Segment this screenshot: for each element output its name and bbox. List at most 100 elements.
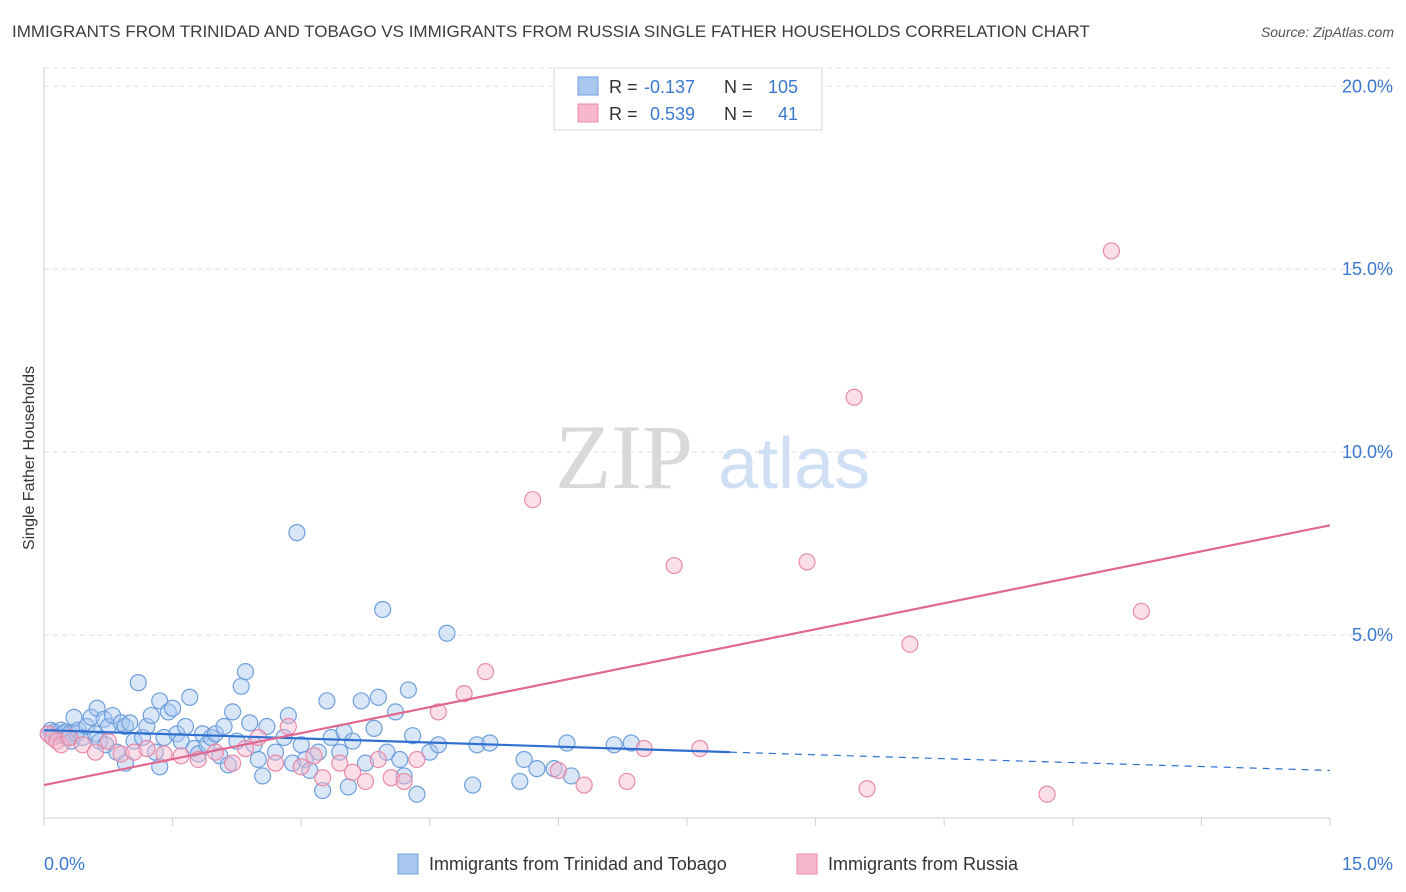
point-russia: [112, 745, 130, 763]
chart-title: IMMIGRANTS FROM TRINIDAD AND TOBAGO VS I…: [12, 22, 1090, 41]
point-trinidad: [408, 785, 426, 803]
point-russia: [901, 635, 919, 653]
point-trinidad: [481, 734, 499, 752]
point-trinidad: [339, 778, 357, 796]
point-russia: [305, 747, 323, 765]
point-trinidad: [322, 728, 340, 747]
legend-swatch-pink: [577, 103, 599, 123]
point-russia: [476, 663, 495, 681]
point-russia: [1038, 785, 1056, 803]
point-russia: [524, 491, 542, 509]
point-trinidad: [511, 772, 529, 791]
tick-labels: 5.0% 10.0% 15.0% 20.0% 0.0% 15.0%: [44, 76, 1393, 874]
point-russia: [331, 754, 349, 772]
point-trinidad: [236, 663, 255, 681]
point-trinidad: [404, 727, 422, 745]
point-russia: [691, 739, 709, 758]
correlation-legend-box: [553, 67, 823, 131]
point-russia: [1102, 242, 1120, 260]
point-trinidad: [622, 734, 640, 752]
legend-r-label-blue: R =: [609, 77, 638, 97]
point-russia: [858, 780, 876, 798]
point-trinidad: [562, 767, 580, 785]
point-russia: [73, 736, 92, 754]
point-trinidad: [232, 677, 250, 695]
point-russia: [549, 761, 568, 780]
point-trinidad: [99, 717, 117, 736]
point-russia: [155, 745, 173, 763]
point-russia: [408, 750, 426, 769]
point-trinidad: [421, 743, 439, 761]
x-tick-label: 15.0%: [1342, 854, 1393, 874]
point-russia: [52, 736, 70, 754]
point-russia: [279, 717, 297, 736]
point-russia: [429, 703, 447, 721]
watermark-zip: ZIP: [555, 406, 693, 508]
legend-swatch-blue: [577, 76, 599, 96]
point-trinidad: [438, 624, 456, 642]
series-legend: Immigrants from Trinidad and Tobago Immi…: [397, 853, 1019, 875]
x-tick-label: 0.0%: [44, 854, 85, 874]
point-trinidad: [254, 767, 272, 785]
point-russia: [356, 772, 375, 791]
point-trinidad: [82, 708, 100, 726]
trend-line-trinidad-extrapolated: [729, 751, 1331, 772]
point-russia: [382, 769, 400, 787]
correlation-legend: R = -0.137 N = 105 R = 0.539 N = 41: [553, 67, 823, 131]
point-russia: [314, 769, 332, 787]
point-trinidad: [103, 706, 122, 725]
point-russia: [292, 758, 310, 776]
legend-n-label-pink: N =: [724, 104, 753, 124]
point-trinidad: [224, 703, 242, 721]
series-legend-label-trinidad: Immigrants from Trinidad and Tobago: [429, 854, 727, 874]
point-russia: [224, 754, 242, 772]
grid-lines: [44, 67, 1390, 636]
point-trinidad: [249, 750, 267, 769]
watermark: ZIP atlas: [555, 406, 870, 508]
point-russia: [575, 776, 593, 794]
point-trinidad: [605, 736, 623, 754]
point-trinidad: [391, 750, 409, 769]
point-trinidad: [142, 706, 160, 725]
point-trinidad: [369, 688, 387, 706]
point-russia: [369, 750, 387, 769]
point-russia: [798, 553, 816, 571]
point-trinidad: [528, 760, 546, 778]
point-trinidad: [558, 734, 576, 752]
point-trinidad: [314, 781, 332, 800]
point-russia: [99, 732, 117, 750]
point-trinidad: [464, 776, 482, 794]
point-trinidad: [129, 674, 147, 692]
trend-line-trinidad: [43, 729, 730, 754]
point-trinidad: [176, 717, 195, 736]
point-trinidad: [241, 714, 259, 732]
point-trinidad: [399, 681, 417, 699]
point-trinidad: [215, 717, 233, 736]
point-trinidad: [194, 725, 212, 743]
point-russia: [1132, 602, 1150, 620]
point-trinidad: [164, 699, 182, 717]
point-trinidad: [374, 600, 392, 619]
series-legend-label-russia: Immigrants from Russia: [828, 854, 1019, 874]
point-russia: [665, 556, 683, 575]
point-russia: [455, 685, 473, 703]
y-axis-title: Single Father Households: [21, 366, 38, 550]
watermark-atlas: atlas: [718, 424, 870, 504]
point-russia: [86, 743, 105, 761]
point-russia: [125, 743, 143, 761]
point-trinidad: [73, 728, 92, 747]
series-legend-swatch-russia: [796, 853, 818, 875]
point-trinidad: [65, 708, 83, 726]
point-trinidad: [288, 524, 306, 542]
point-trinidad: [365, 719, 383, 737]
axes: [43, 68, 1331, 826]
trend-line-russia: [43, 524, 1331, 787]
series-legend-swatch-trinidad: [397, 853, 419, 875]
y-tick-label: 15.0%: [1342, 259, 1393, 279]
point-russia: [845, 388, 863, 406]
point-trinidad: [356, 754, 375, 772]
series-russia-points: [39, 242, 1150, 803]
point-russia: [344, 763, 362, 781]
trend-lines: [43, 524, 1331, 787]
